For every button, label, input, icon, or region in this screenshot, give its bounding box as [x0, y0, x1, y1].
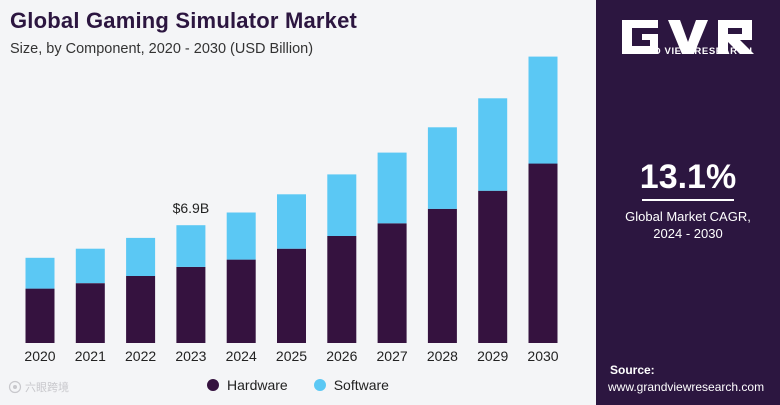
legend-swatch-hardware	[207, 379, 220, 391]
watermark-eye-icon	[8, 380, 22, 394]
watermark-text: 六眼跨境	[25, 382, 69, 394]
logo-text: GRAND VIEW RESEARCH	[623, 46, 753, 57]
chart-title: Global Gaming Simulator Market	[10, 8, 358, 33]
bar-software-2027	[377, 152, 407, 224]
bar-hardware-2020	[25, 288, 55, 343]
bar-software-2029	[478, 98, 508, 191]
x-tick-label-2026: 2026	[326, 348, 357, 364]
bar-software-2023	[176, 225, 206, 267]
x-tick-label-2027: 2027	[377, 348, 408, 364]
bar-software-2020	[25, 257, 55, 289]
bar-hardware-2021	[75, 283, 105, 343]
annotations-group: $6.9B	[173, 200, 210, 216]
legend: Hardware Software	[0, 375, 596, 395]
bar-hardware-2027	[377, 223, 407, 343]
bar-hardware-2030	[528, 163, 558, 343]
grand-view-research-logo	[622, 20, 754, 54]
chart-panel: Global Gaming Simulator Market Size, by …	[0, 0, 596, 405]
bar-software-2026	[327, 174, 357, 236]
x-tick-label-2022: 2022	[125, 348, 156, 364]
bar-software-2030	[528, 56, 558, 164]
bar-software-2024	[226, 212, 256, 260]
bar-chart: 2020 2021 2022 2023 2024 2025 2026 2027 2028 2029…	[24, 56, 559, 364]
cagr-value: 13.1%	[639, 158, 737, 196]
bar-software-2028	[427, 127, 457, 209]
bar-hardware-2023	[176, 266, 206, 343]
bar-software-2022	[126, 237, 156, 276]
x-tick-label-2024: 2024	[226, 348, 257, 364]
x-axis-labels: 2020 2021 2022 2023 2024 2025 2026 2027 2028 2029…	[24, 348, 558, 364]
legend-label-hardware: Hardware	[227, 377, 288, 393]
source-url[interactable]: www.grandviewresearch.com	[608, 380, 765, 394]
cagr-label-line1: Global Market CAGR,	[625, 209, 751, 224]
bar-software-2021	[75, 248, 105, 284]
x-tick-label-2025: 2025	[276, 348, 307, 364]
legend-item-software: Software	[313, 377, 389, 393]
annotation-2023: $6.9B	[173, 200, 210, 216]
bar-hardware-2026	[327, 236, 357, 343]
x-tick-label-2029: 2029	[477, 348, 508, 364]
x-tick-label-2020: 2020	[24, 348, 55, 364]
legend-label-software: Software	[333, 377, 389, 393]
x-tick-label-2028: 2028	[427, 348, 458, 364]
bar-hardware-2028	[427, 208, 457, 343]
chart-subtitle: Size, by Component, 2020 - 2030 (USD Bil…	[10, 41, 314, 57]
bar-hardware-2029	[478, 190, 508, 343]
x-tick-label-2021: 2021	[75, 348, 106, 364]
x-tick-label-2023: 2023	[175, 348, 206, 364]
legend-swatch-software	[313, 379, 326, 391]
bar-hardware-2024	[226, 259, 256, 343]
bar-software-2025	[277, 194, 306, 249]
bars-group	[25, 56, 558, 343]
source-title: Source:	[610, 363, 655, 377]
cagr-divider	[642, 199, 734, 201]
cagr-label: Global Market CAGR, 2024 - 2030	[596, 208, 780, 242]
sidebar-panel: GRAND VIEW RESEARCH 13.1% Global Market …	[596, 0, 780, 405]
cagr-label-line2: 2024 - 2030	[653, 226, 723, 241]
bar-hardware-2025	[277, 248, 306, 343]
watermark: 六眼跨境	[8, 379, 69, 395]
legend-item-hardware: Hardware	[207, 377, 288, 393]
bar-hardware-2022	[126, 275, 156, 343]
x-tick-label-2030: 2030	[527, 348, 558, 364]
